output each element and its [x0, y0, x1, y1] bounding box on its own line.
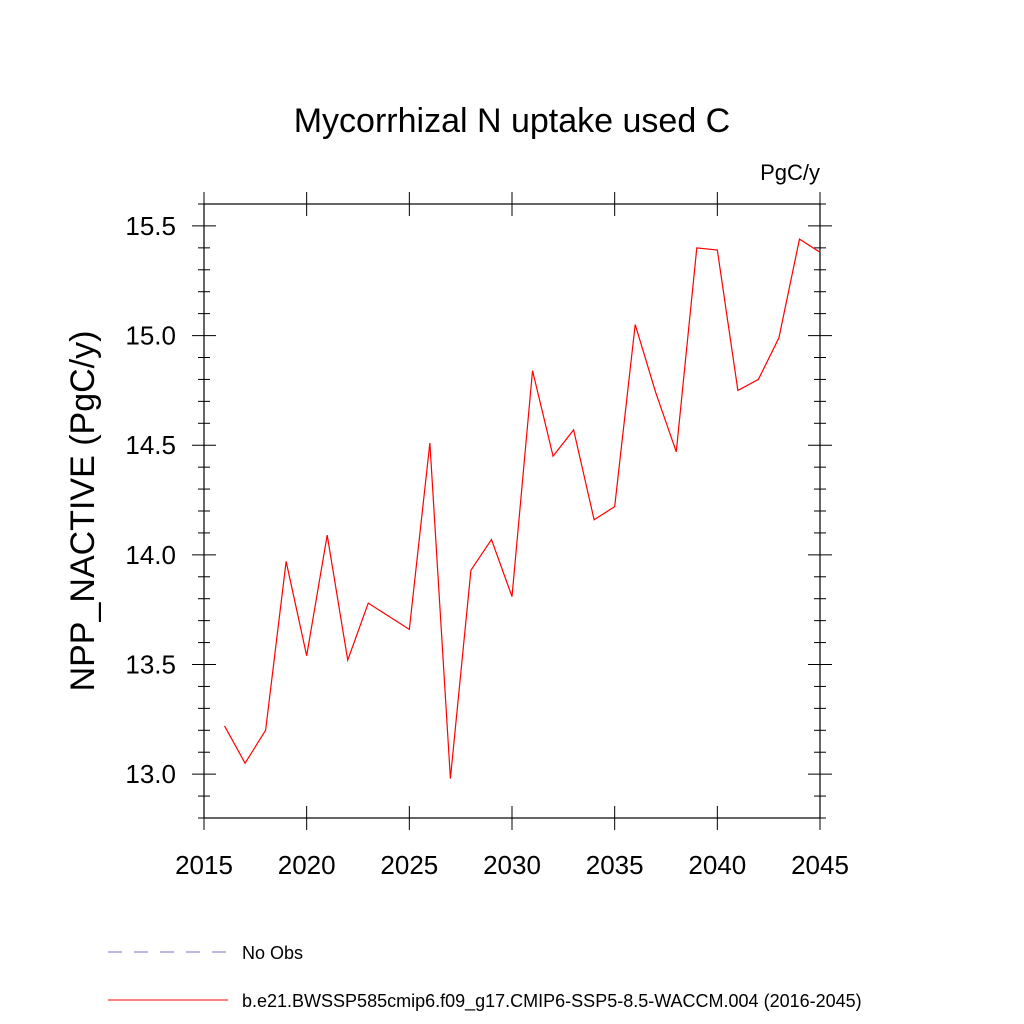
plot-frame — [203, 203, 821, 819]
y-tick-label: 14.5 — [125, 430, 176, 460]
ticks-layer: 2015 2020 2025 2030 2035 2040 2045 13.0 13.5 14.0… — [125, 192, 849, 880]
x-tick-label: 2015 — [175, 850, 233, 880]
x-tick-label: 2035 — [586, 850, 644, 880]
chart-title: Mycorrhizal N uptake used C — [294, 102, 731, 140]
x-tick-label: 2040 — [688, 850, 746, 880]
y-tick-label: 15.5 — [125, 211, 176, 241]
y-tick-label: 13.5 — [125, 650, 176, 680]
units-label: PgC/y — [760, 160, 820, 185]
legend: No Obs b.e21.BWSSP585cmip6.f09_g17.CMIP6-… — [108, 943, 862, 1012]
series-line — [224, 238, 821, 779]
x-tick-label: 2045 — [791, 850, 849, 880]
y-tick-label: 14.0 — [125, 540, 176, 570]
legend-label: b.e21.BWSSP585cmip6.f09_g17.CMIP6-SSP5-8… — [242, 991, 862, 1012]
legend-label: No Obs — [242, 943, 303, 963]
y-axis-label: NPP_NACTIVE (PgC/y) — [64, 331, 102, 692]
y-tick-label: 15.0 — [125, 321, 176, 351]
x-tick-label: 2020 — [278, 850, 336, 880]
x-tick-label: 2025 — [380, 850, 438, 880]
series-layer — [224, 238, 821, 779]
x-tick-label: 2030 — [483, 850, 541, 880]
y-tick-label: 13.0 — [125, 759, 176, 789]
